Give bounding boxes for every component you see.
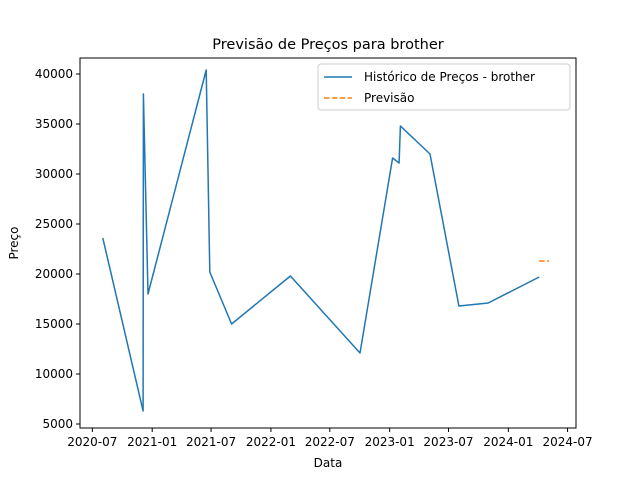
x-tick-label: 2023-01: [365, 435, 415, 449]
legend-box: [317, 63, 571, 111]
legend: Histórico de Preços - brother Previsão: [317, 63, 571, 111]
y-tick-label: 40000: [35, 67, 73, 81]
x-tick-label: 2024-01: [483, 435, 533, 449]
x-tick-label: 2020-07: [67, 435, 117, 449]
x-tick-label: 2024-07: [542, 435, 592, 449]
y-axis-label: Preço: [7, 226, 21, 259]
series-layer: [102, 69, 549, 412]
y-axis: 5000 10000 15000 20000 25000 30000 35000 40000: [35, 67, 80, 431]
y-tick-label: 15000: [35, 317, 73, 331]
x-tick-label: 2021-01: [127, 435, 177, 449]
y-tick-label: 25000: [35, 217, 73, 231]
x-tick-label: 2023-07: [423, 435, 473, 449]
y-tick-label: 5000: [42, 417, 73, 431]
y-tick-label: 35000: [35, 117, 73, 131]
chart-title: Previsão de Preços para brother: [212, 37, 443, 53]
y-tick-label: 30000: [35, 167, 73, 181]
x-axis: 2020-07 2021-01 2021-07 2022-01 2022-07 2023-…: [67, 428, 593, 449]
plot-frame: [79, 57, 577, 429]
y-tick-label: 10000: [35, 367, 73, 381]
x-tick-label: 2022-01: [246, 435, 296, 449]
x-tick-label: 2021-07: [186, 435, 236, 449]
y-tick-label: 20000: [35, 267, 73, 281]
series-line-price-history: [102, 69, 540, 412]
legend-label: Histórico de Preços - brother: [364, 70, 535, 84]
x-tick-label: 2022-07: [305, 435, 355, 449]
x-axis-label: Data: [314, 456, 343, 470]
legend-label: Previsão: [364, 91, 414, 105]
